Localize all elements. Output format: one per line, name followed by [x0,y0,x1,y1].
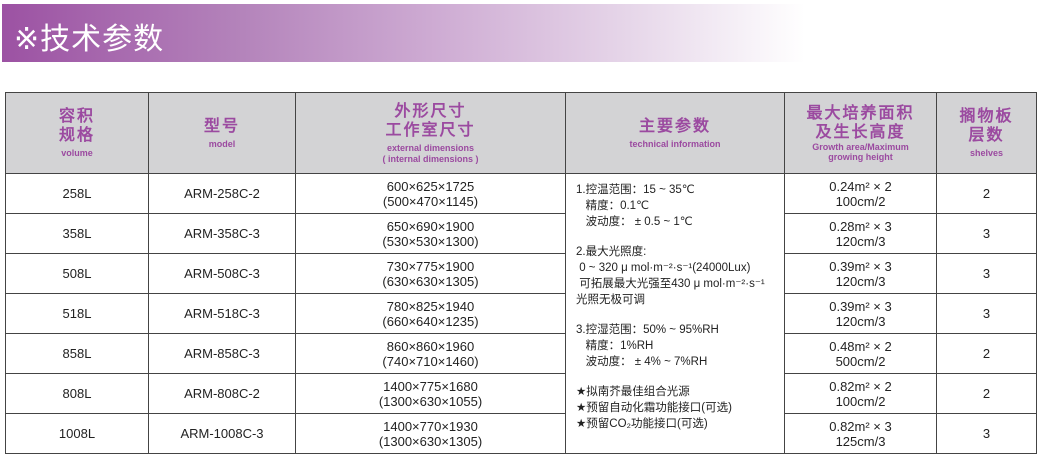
dimensions-cell: 1400×775×1680 (1300×630×1055) [295,373,566,414]
external-dimensions: 1400×775×1680 [383,378,478,394]
tech-line: 光照无极可调 [576,294,645,306]
growth-area: 0.28m² × 3 [829,218,892,234]
dimensions-cell: 600×625×1725 (500×470×1145) [295,173,566,214]
external-dimensions: 650×690×1900 [386,218,475,234]
growing-height: 120cm/3 [835,313,886,329]
dimensions-cell: 730×775×1900 (630×630×1305) [295,253,566,294]
external-dimensions: 600×625×1725 [386,178,475,194]
tech-line: 精度：0.1℃ [576,200,649,212]
header-model: 型号 model [148,92,296,174]
growth-area: 0.82m² × 3 [829,418,892,434]
shelves-cell: 3 [936,253,1037,294]
volume-cell: 858L [5,333,149,374]
internal-dimensions: (530×530×1300) [382,233,479,249]
header-shelves: 搁物板 层数 shelves [936,92,1037,174]
model-cell: ARM-858C-3 [148,333,296,374]
growth-area: 0.39m² × 3 [829,298,892,314]
external-dimensions: 730×775×1900 [386,258,475,274]
growing-height: 100cm/2 [835,393,886,409]
table-row: 518L ARM-518C-3 780×825×1940 (660×640×1235)… [5,293,1037,334]
table-row: 808L ARM-808C-2 1400×775×1680 (1300×630×105… [5,373,1037,414]
growth-area-cell: 0.39m² × 3 120cm/3 [784,253,937,294]
technical-info-cell: 1.控温范围：15 ~ 35℃ 精度：0.1℃ 波动度： ± 0.5 ~ 1℃ 2… [565,173,785,454]
model-cell: ARM-358C-3 [148,213,296,254]
volume-cell: 508L [5,253,149,294]
shelves-cell: 2 [936,173,1037,214]
internal-dimensions: (740×710×1460) [382,353,479,369]
dimensions-cell: 1400×770×1930 (1300×630×1305) [295,413,566,454]
table-row: 258L ARM-258C-2 600×625×1725 (500×470×1145)… [5,173,1037,454]
table-row: 858L ARM-858C-3 860×860×1960 (740×710×1460)… [5,333,1037,374]
model-cell: ARM-258C-2 [148,173,296,214]
tech-line: 1.控温范围：15 ~ 35℃ [576,184,695,196]
growth-area-cell: 0.28m² × 3 120cm/3 [784,213,937,254]
internal-dimensions: (1300×630×1055) [378,393,483,409]
growing-height: 120cm/3 [835,273,886,289]
growing-height: 120cm/3 [835,233,886,249]
growing-height: 100cm/2 [835,193,886,209]
tech-line: ★预留自动化霜功能接口(可选) [576,402,732,414]
internal-dimensions: (1300×630×1305) [378,433,483,449]
table-row: 358L ARM-358C-3 650×690×1900 (530×530×1300)… [5,213,1037,254]
shelves-cell: 3 [936,293,1037,334]
header-technical: 主要参数 technical information [565,92,785,174]
growing-height: 500cm/2 [835,353,886,369]
growth-area-cell: 0.82m² × 3 125cm/3 [784,413,937,454]
internal-dimensions: (630×630×1305) [382,273,479,289]
external-dimensions: 860×860×1960 [386,338,475,354]
tech-line: 0 ~ 320 μ mol·m⁻²·s⁻¹(24000Lux) [576,262,751,274]
volume-cell: 518L [5,293,149,334]
model-cell: ARM-1008C-3 [148,413,296,454]
growth-area-cell: 0.48m² × 2 500cm/2 [784,333,937,374]
growth-area-cell: 0.82m² × 2 100cm/2 [784,373,937,414]
model-cell: ARM-518C-3 [148,293,296,334]
tech-line: 波动度： ± 0.5 ~ 1℃ [576,216,693,228]
shelves-cell: 3 [936,213,1037,254]
tech-line: ★预留CO₂功能接口(可选) [576,418,708,430]
tech-line: ★拟南芥最佳组合光源 [576,386,690,398]
shelves-cell: 2 [936,333,1037,374]
model-cell: ARM-508C-3 [148,253,296,294]
model-cell: ARM-808C-2 [148,373,296,414]
internal-dimensions: (500×470×1145) [382,193,479,209]
tech-line: 2.最大光照度: [576,246,647,258]
external-dimensions: 780×825×1940 [386,298,475,314]
table-row: 508L ARM-508C-3 730×775×1900 (630×630×1305)… [5,253,1037,294]
section-title: ※技术参数 [14,22,165,57]
dimensions-cell: 650×690×1900 (530×530×1300) [295,213,566,254]
tech-line: 可拓展最大光强至430 μ mol·m⁻²·s⁻¹ [576,278,765,290]
growth-area: 0.48m² × 2 [829,338,892,354]
shelves-cell: 2 [936,373,1037,414]
growing-height: 125cm/3 [835,433,886,449]
tech-line: 精度：1%RH [576,340,654,352]
spec-table: 容积 规格 volume 型号 model 外形尺寸 工作室尺寸 external dim… [5,92,1037,454]
dimensions-cell: 860×860×1960 (740×710×1460) [295,333,566,374]
shelves-cell: 3 [936,413,1037,454]
tech-line: 波动度： ± 4% ~ 7%RH [576,356,708,368]
internal-dimensions: (660×640×1235) [382,313,479,329]
table-row: 1008L ARM-1008C-3 1400×770×1930 (1300×630×1… [5,413,1037,454]
growth-area: 0.24m² × 2 [829,178,892,194]
section-banner: ※技术参数 [2,4,805,62]
tech-line: 3.控湿范围：50% ~ 95%RH [576,324,719,336]
volume-cell: 1008L [5,413,149,454]
volume-cell: 358L [5,213,149,254]
volume-cell: 258L [5,173,149,214]
growth-area-cell: 0.39m² × 3 120cm/3 [784,293,937,334]
header-volume: 容积 规格 volume [5,92,149,174]
external-dimensions: 1400×770×1930 [383,418,478,434]
header-growth-area: 最大培养面积 及生长高度 Growth area/Maximum growing he… [784,92,937,174]
table-header: 容积 规格 volume 型号 model 外形尺寸 工作室尺寸 external dim… [5,92,1037,174]
header-dimensions: 外形尺寸 工作室尺寸 external dimensions( internal d… [295,92,566,174]
volume-cell: 808L [5,373,149,414]
growth-area: 0.82m² × 2 [829,378,892,394]
dimensions-cell: 780×825×1940 (660×640×1235) [295,293,566,334]
growth-area: 0.39m² × 3 [829,258,892,274]
growth-area-cell: 0.24m² × 2 100cm/2 [784,173,937,214]
